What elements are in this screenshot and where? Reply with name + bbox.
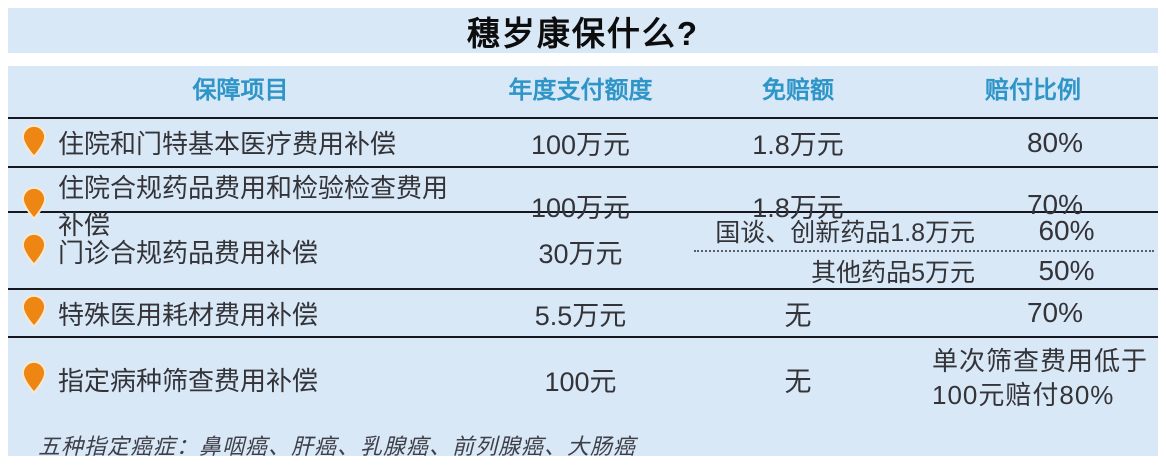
ratio-line-1: 单次筛查费用低于 [931, 346, 1148, 377]
row-deductible-value: 1.8万元 [752, 192, 844, 223]
row-limit-value: 100万元 [530, 130, 631, 160]
table-row: 指定病种筛查费用补偿 100元 无 单次筛查费用低于 100元赔付80% [8, 338, 1158, 420]
row-ratio-value: 单次筛查费用低于 100元赔付80% [908, 345, 1158, 413]
dotted-divider [694, 250, 1154, 252]
column-header-deductible: 免赔额 [762, 77, 834, 104]
location-pin-icon [22, 361, 46, 394]
split-subrow: 其他药品5万元 50% [688, 253, 1158, 289]
column-header-limit: 年度支付额度 [508, 77, 653, 104]
split-cell-group: 国谈、创新药品1.8万元 60% 其他药品5万元 50% [688, 213, 1158, 289]
table-row: 门诊合规药品费用补偿 30万元 国谈、创新药品1.8万元 60% 其他药品5万元… [8, 213, 1158, 290]
ratio-line-2: 100元赔付80% [931, 380, 1115, 410]
row-item-label: 住院和门特基本医疗费用补偿 [58, 129, 397, 159]
benefits-table: 保障项目 年度支付额度 免赔额 赔付比例 住院和门特基本医疗费用补偿 100万元… [8, 66, 1158, 460]
row-ratio-value: 50% [1038, 255, 1095, 286]
location-pin-icon [22, 187, 46, 220]
row-deductible-value: 其他药品5万元 [811, 259, 975, 287]
row-deductible-value: 1.8万元 [752, 130, 844, 160]
location-pin-icon [22, 295, 46, 328]
footnote: 五种指定癌症：鼻咽癌、肝癌、乳腺癌、前列腺癌、大肠癌 [38, 435, 637, 460]
row-item-label: 门诊合规药品费用补偿 [58, 237, 319, 268]
column-header-ratio: 赔付比例 [985, 77, 1081, 104]
title-banner: 穗岁康保什么? [8, 8, 1158, 53]
row-limit-value: 30万元 [538, 238, 623, 269]
row-deductible-value: 无 [784, 300, 812, 331]
location-pin-icon [22, 233, 46, 266]
row-limit-value: 5.5万元 [534, 300, 627, 331]
table-header-row: 保障项目 年度支付额度 免赔额 赔付比例 [8, 66, 1158, 119]
row-ratio-value: 70% [1026, 189, 1084, 220]
row-ratio-value: 80% [1026, 126, 1084, 158]
row-limit-value: 100元 [544, 366, 617, 397]
row-deductible-value: 国谈、创新药品1.8万元 [715, 219, 975, 247]
table-row: 特殊医用耗材费用补偿 5.5万元 无 70% [8, 290, 1158, 338]
table-row: 住院合规药品费用和检验检查费用补偿 100万元 1.8万元 70% [8, 168, 1158, 240]
row-limit-value: 100万元 [530, 192, 631, 223]
table-row: 住院和门特基本医疗费用补偿 100万元 1.8万元 80% [8, 119, 1158, 168]
split-subrow: 国谈、创新药品1.8万元 60% [688, 213, 1158, 249]
row-deductible-value: 无 [784, 366, 812, 397]
row-ratio-value: 60% [1038, 215, 1095, 246]
column-header-item: 保障项目 [192, 77, 289, 104]
row-item-label: 住院合规药品费用和检验检查费用补偿 [58, 173, 449, 240]
row-item-label: 特殊医用耗材费用补偿 [58, 299, 319, 330]
row-item-label: 指定病种筛查费用补偿 [58, 365, 319, 396]
row-ratio-value: 70% [1026, 297, 1084, 328]
page-title: 穗岁康保什么? [466, 14, 700, 52]
location-pin-icon [22, 124, 46, 158]
